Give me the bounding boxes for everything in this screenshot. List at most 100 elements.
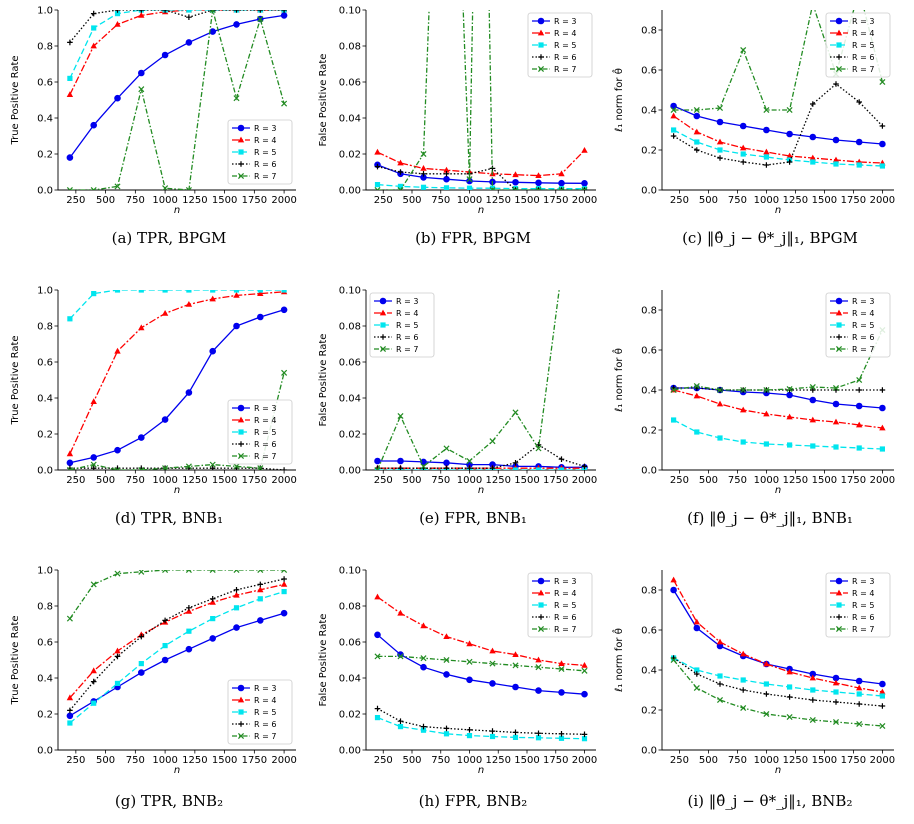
data-point xyxy=(763,148,770,155)
series-5 xyxy=(671,127,885,169)
data-point xyxy=(91,291,97,297)
x-axis-label: n xyxy=(174,765,180,776)
data-point xyxy=(209,596,216,602)
legend-entry: R = 3 xyxy=(254,124,276,133)
x-tick-label: 2000 xyxy=(572,475,597,486)
data-point xyxy=(786,106,793,114)
data-point xyxy=(233,290,240,293)
data-point xyxy=(810,387,816,393)
legend-marker xyxy=(379,297,387,305)
legend-entry: R = 6 xyxy=(554,53,576,62)
x-tick-label: 1750 xyxy=(543,475,568,486)
data-point xyxy=(397,159,404,166)
data-point xyxy=(581,147,588,153)
series-line xyxy=(673,657,883,707)
series-4 xyxy=(670,112,886,166)
series-line xyxy=(673,579,883,693)
series-4 xyxy=(670,386,886,431)
y-axis-label: ℓ₁ norm for θ̂ xyxy=(611,348,625,412)
data-point xyxy=(281,589,287,595)
data-point xyxy=(90,667,97,674)
data-point xyxy=(443,465,450,470)
data-point xyxy=(280,12,288,19)
data-point xyxy=(210,616,216,622)
series-line xyxy=(673,105,883,145)
series-line xyxy=(69,291,285,455)
data-point xyxy=(138,570,145,575)
data-point xyxy=(466,176,473,183)
data-point xyxy=(581,690,588,698)
data-point xyxy=(879,688,886,695)
chart-panel-1: 250 500 750 1000 1250 1500 1750 2000 0.0 0.2 0.4 0.… xyxy=(10,6,297,248)
data-point xyxy=(717,155,723,161)
data-point xyxy=(512,460,519,466)
series-7 xyxy=(374,653,588,674)
data-point xyxy=(233,292,240,298)
data-point xyxy=(716,400,724,407)
legend-marker xyxy=(836,602,842,608)
x-tick-label: 1250 xyxy=(182,195,207,206)
data-point xyxy=(810,159,816,165)
x-tick-label: 2000 xyxy=(572,755,597,766)
legend-entry: R = 5 xyxy=(852,601,874,610)
legend-marker xyxy=(835,65,843,73)
data-point xyxy=(489,186,496,190)
x-tick-label: 750 xyxy=(728,755,747,766)
data-point xyxy=(740,144,747,151)
data-point xyxy=(855,138,863,146)
data-point xyxy=(138,633,145,640)
data-point xyxy=(879,123,886,129)
legend: R = 3 R = 4 R = 5 R = 6 R = 7 xyxy=(825,572,891,638)
legend-entry: R = 5 xyxy=(554,601,576,610)
data-point xyxy=(257,313,264,321)
y-tick-label: 0.06 xyxy=(339,78,361,89)
data-point xyxy=(716,118,724,126)
y-tick-label: 0.6 xyxy=(37,638,53,649)
legend-marker xyxy=(379,345,387,353)
data-point xyxy=(763,386,770,394)
data-point xyxy=(186,290,192,293)
y-tick-label: 0.2 xyxy=(641,426,657,437)
data-point xyxy=(670,112,677,119)
data-point xyxy=(443,166,450,173)
data-point xyxy=(809,383,816,391)
data-point xyxy=(90,186,97,190)
data-point xyxy=(66,712,74,720)
data-point xyxy=(281,100,288,107)
x-tick-label: 1000 xyxy=(152,755,177,766)
data-point xyxy=(581,180,588,187)
data-point xyxy=(763,691,770,697)
data-point xyxy=(832,718,840,726)
legend-entry: R = 5 xyxy=(852,41,874,50)
y-axis-label: False Positive Rate xyxy=(318,54,329,147)
x-tick-label: 1750 xyxy=(841,195,866,206)
data-point xyxy=(856,691,862,697)
chart-panel-4: 250 500 750 1000 1250 1500 1750 2000 0.0 0.2 0.4 0.… xyxy=(10,286,297,528)
y-tick-label: 1.0 xyxy=(37,6,53,17)
legend-entry: R = 6 xyxy=(554,613,576,622)
x-tick-label: 1250 xyxy=(182,475,207,486)
data-point xyxy=(832,400,840,408)
chart-panel-9: 250 500 750 1000 1250 1500 1750 2000 0.0 0.2 0.4 0.… xyxy=(611,570,895,810)
legend-marker xyxy=(238,721,244,727)
data-point xyxy=(397,412,404,420)
x-tick-label: 250 xyxy=(670,195,689,206)
data-point xyxy=(138,290,144,293)
y-axis-label: False Positive Rate xyxy=(318,334,329,427)
data-point xyxy=(420,463,427,470)
x-tick-label: 500 xyxy=(402,755,421,766)
y-tick-label: 0.0 xyxy=(37,186,53,197)
data-point xyxy=(810,1,815,6)
x-tick-label: 500 xyxy=(96,475,115,486)
series-6 xyxy=(670,81,886,168)
series-3 xyxy=(374,631,588,698)
x-tick-label: 500 xyxy=(699,195,718,206)
data-point xyxy=(740,439,746,445)
series-line xyxy=(673,115,883,164)
data-point xyxy=(581,731,588,738)
y-tick-label: 0.08 xyxy=(339,42,361,53)
data-point xyxy=(693,106,700,114)
data-point xyxy=(114,11,121,17)
data-point xyxy=(397,724,404,730)
data-point xyxy=(90,10,97,17)
